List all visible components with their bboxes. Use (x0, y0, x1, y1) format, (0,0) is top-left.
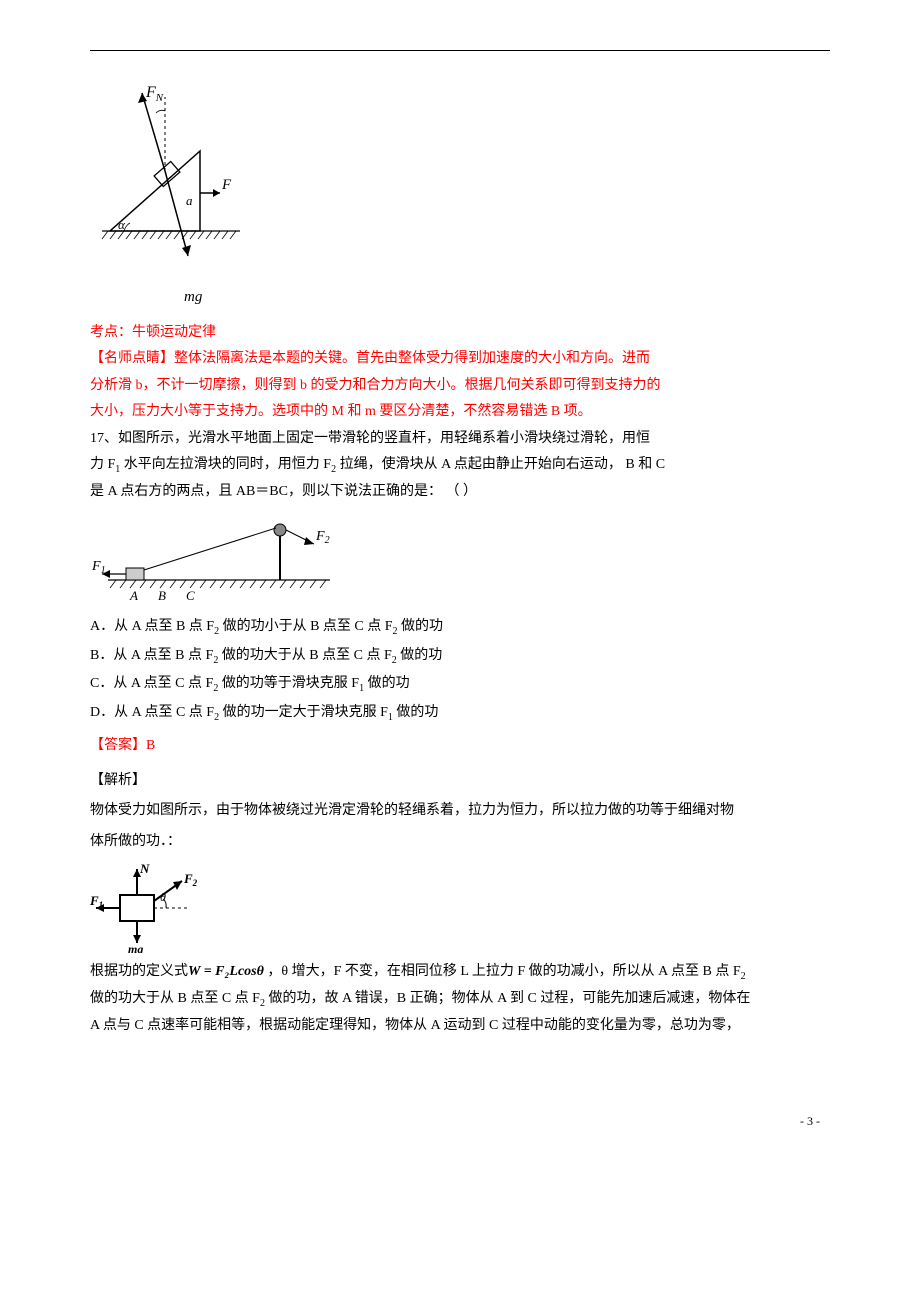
label-F1b: F1 (90, 893, 103, 910)
label-F: F (221, 177, 232, 193)
options-block: A．从 A 点至 B 点 F2 做的功小于从 B 点至 C 点 F2 做的功 B… (90, 614, 830, 727)
option-A: A．从 A 点至 B 点 F2 做的功小于从 B 点至 C 点 F2 做的功 (90, 614, 830, 641)
q17-stem-line3: 是 A 点右方的两点，且 AB＝BC，则以下说法正确的是： （ ） (90, 479, 830, 506)
top-horizontal-rule (90, 50, 830, 51)
figure-3-container: N F2 F1 θ mg (90, 861, 830, 953)
label-F2: F2 (315, 529, 330, 546)
explain-label: 【解析】 (90, 768, 830, 795)
page-number: - 3 - (90, 1110, 830, 1133)
explain2-line2: 做的功大于从 B 点至 C 点 F2 做的功，故 A 错误，B 正确；物体从 A… (90, 986, 830, 1013)
label-mg: mg (128, 942, 143, 953)
label-F2b: F2 (183, 871, 198, 888)
option-C: C．从 A 点至 C 点 F2 做的功等于滑块克服 F1 做的功 (90, 671, 830, 698)
label-theta: θ (160, 890, 166, 904)
label-N: N (139, 861, 150, 876)
q17-stem-line1: 17、如图所示，光滑水平地面上固定一带滑轮的竖直杆，用轻绳系着小滑块绕过滑轮，用… (90, 426, 830, 453)
label-a: a (186, 193, 193, 208)
explain-body-2: 体所做的功．： (90, 829, 830, 856)
answer-line: 【答案】B (90, 733, 830, 760)
tip-line-3: 大小，压力大小等于支持力。选项中的 M 和 m 要区分清楚，不然容易错选 B 项… (90, 399, 830, 426)
figure-1-container: FN F a α mg (90, 81, 830, 312)
q17-stem-line2: 力 F1 水平向左拉滑块的同时，用恒力 F2 拉绳，使滑块从 A 点起由静止开始… (90, 452, 830, 479)
label-B: B (158, 588, 166, 603)
tip-line-1: 【名师点睛】整体法隔离法是本题的关键。首先由整体受力得到加速度的大小和方向。进而 (90, 346, 830, 373)
label-A: A (129, 588, 138, 603)
figure-1-caption: mg (90, 283, 830, 312)
figure-3-svg: N F2 F1 θ mg (90, 861, 210, 953)
figure-2-container: F1 F2 A B C (90, 518, 830, 604)
figure-1-svg: FN F a α (90, 81, 250, 281)
figure-2-svg: F1 F2 A B C (90, 518, 350, 604)
explain-body-1: 物体受力如图所示，由于物体被绕过光滑定滑轮的轻绳系着，拉力为恒力，所以拉力做的功… (90, 798, 830, 825)
explain2-line1: 根据功的定义式W = F₂Lcosθ ，θ 增大，F 不变，在相同位移 L 上拉… (90, 959, 830, 986)
label-C: C (186, 588, 195, 603)
option-B: B．从 A 点至 B 点 F2 做的功大于从 B 点至 C 点 F2 做的功 (90, 643, 830, 670)
kaodian-line: 考点：牛顿运动定律 (90, 320, 830, 347)
option-D: D．从 A 点至 C 点 F2 做的功一定大于滑块克服 F1 做的功 (90, 700, 830, 727)
label-F1: F1 (91, 559, 106, 576)
explain2-line3: A 点与 C 点速率可能相等，根据动能定理得知，物体从 A 运动到 C 过程中动… (90, 1013, 830, 1040)
tip-line-2: 分析滑 b，不计一切摩擦，则得到 b 的受力和合力方向大小。根据几何关系即可得到… (90, 373, 830, 400)
label-FN: FN (145, 84, 164, 104)
